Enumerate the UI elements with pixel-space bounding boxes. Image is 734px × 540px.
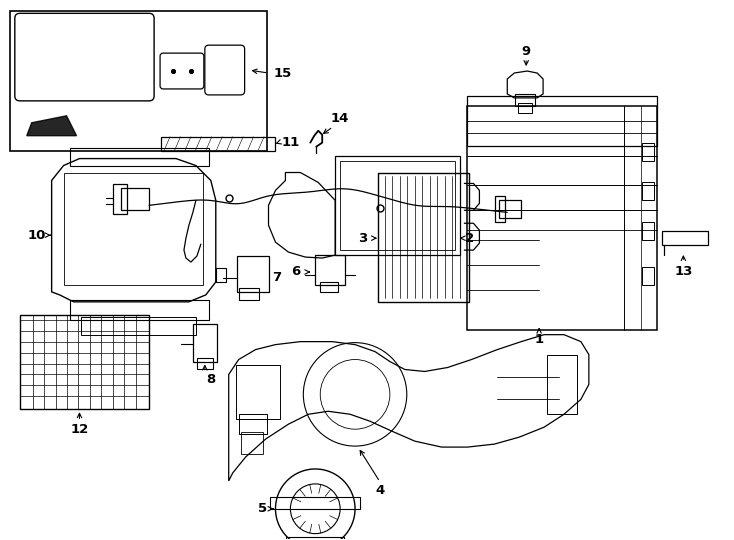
Text: 1: 1 [534, 333, 544, 346]
Text: 10: 10 [27, 228, 46, 242]
Bar [468, 106, 656, 330]
Bar [663, 231, 708, 245]
Bar [340, 160, 454, 250]
Bar [236, 256, 269, 292]
Bar [642, 143, 653, 160]
Bar [547, 355, 577, 414]
Text: 5: 5 [258, 502, 267, 515]
Text: 4: 4 [375, 484, 385, 497]
Bar [10, 11, 266, 151]
Text: 7: 7 [272, 272, 281, 285]
Text: 9: 9 [522, 45, 531, 58]
Text: 11: 11 [281, 136, 299, 149]
Bar [193, 323, 217, 361]
Text: 13: 13 [674, 266, 693, 279]
Bar [515, 94, 535, 106]
Bar [642, 267, 653, 285]
Bar [468, 96, 656, 146]
Bar [236, 364, 280, 419]
Bar [320, 282, 338, 292]
Text: 15: 15 [273, 66, 291, 79]
Bar [20, 315, 149, 409]
Bar [378, 172, 470, 302]
Bar [271, 497, 360, 509]
Bar [81, 317, 196, 335]
Bar [495, 197, 505, 222]
Bar [642, 183, 653, 200]
Text: 3: 3 [358, 232, 368, 245]
Bar [642, 222, 653, 240]
Text: 6: 6 [291, 266, 300, 279]
Bar [113, 185, 127, 214]
Text: 14: 14 [331, 112, 349, 125]
Bar [499, 200, 521, 218]
Bar [121, 188, 149, 210]
Bar [216, 268, 226, 282]
Bar [316, 255, 345, 285]
Bar [239, 288, 258, 300]
Bar [335, 156, 459, 255]
Bar [286, 537, 344, 540]
Bar [64, 173, 203, 285]
Text: 2: 2 [465, 232, 474, 245]
Bar [518, 103, 532, 113]
Bar [239, 414, 266, 434]
Text: 8: 8 [206, 373, 216, 386]
Bar [70, 147, 208, 166]
Bar [70, 300, 208, 320]
Text: 12: 12 [70, 423, 89, 436]
Bar [197, 357, 213, 369]
Bar [241, 432, 263, 454]
Polygon shape [26, 116, 76, 136]
Bar [161, 137, 275, 151]
